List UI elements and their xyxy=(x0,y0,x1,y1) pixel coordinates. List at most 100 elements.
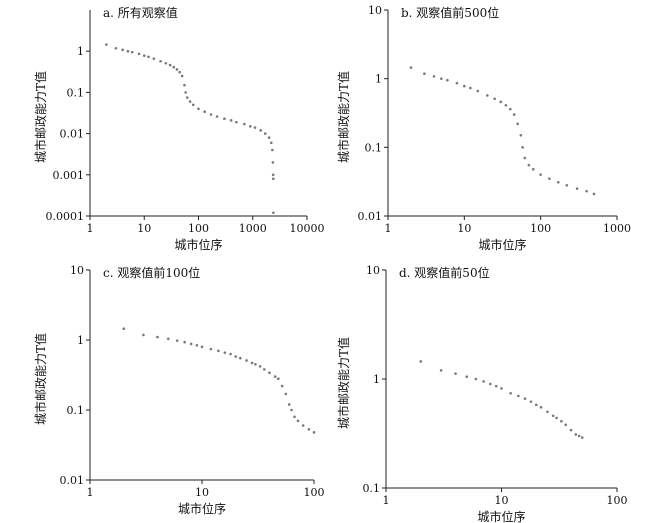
data-point xyxy=(263,132,267,135)
data-point xyxy=(592,192,596,196)
data-point xyxy=(223,117,226,120)
data-point xyxy=(114,46,118,50)
data-point xyxy=(560,419,563,423)
data-point xyxy=(446,78,449,82)
data-series xyxy=(122,327,316,434)
data-point xyxy=(312,431,316,434)
y-tick-label: 0.01 xyxy=(60,474,85,487)
data-point xyxy=(268,371,271,375)
x-axis-title: 城市位序 xyxy=(174,237,222,252)
data-point xyxy=(419,360,423,363)
data-point xyxy=(229,119,233,122)
data-point xyxy=(556,180,560,184)
data-point xyxy=(152,57,156,60)
data-point xyxy=(574,433,578,436)
y-tick-label: 0.0001 xyxy=(46,210,85,223)
data-point xyxy=(539,173,542,176)
data-point xyxy=(534,403,538,407)
data-point xyxy=(527,163,531,167)
data-point xyxy=(168,63,172,67)
data-point xyxy=(267,136,271,139)
data-point xyxy=(296,419,300,423)
data-point xyxy=(184,91,187,94)
data-point xyxy=(548,177,551,180)
data-point xyxy=(516,122,519,126)
data-point xyxy=(486,94,489,97)
data-point xyxy=(476,89,480,93)
x-axis-title: 城市位序 xyxy=(178,501,226,516)
data-point xyxy=(195,344,199,347)
data-point xyxy=(183,340,186,344)
panel-title: a. 所有观察值 xyxy=(103,5,178,20)
data-point xyxy=(122,327,126,331)
y-tick-label: 1 xyxy=(77,334,84,347)
y-tick-label: 10 xyxy=(366,264,380,277)
y-tick-label: 1 xyxy=(77,45,84,58)
data-point xyxy=(130,50,134,54)
data-point xyxy=(523,397,527,400)
data-point xyxy=(188,100,192,103)
y-tick-label: 0.01 xyxy=(60,128,85,141)
data-point xyxy=(178,70,181,74)
y-tick-label: 0.1 xyxy=(363,482,381,495)
y-tick-label: 1 xyxy=(375,73,382,86)
y-tick-label: 0.1 xyxy=(365,141,383,154)
data-point xyxy=(551,414,555,418)
panel-title: c. 观察值前100位 xyxy=(103,265,200,280)
data-point xyxy=(209,347,213,351)
data-point xyxy=(585,189,588,193)
data-series xyxy=(105,43,275,215)
x-tick-label: 10000 xyxy=(290,222,325,235)
data-point xyxy=(489,382,492,386)
data-point xyxy=(142,54,146,57)
data-point xyxy=(440,77,443,80)
data-point xyxy=(235,120,238,124)
x-tick-label: 1 xyxy=(383,494,390,507)
data-point xyxy=(121,48,124,52)
data-point xyxy=(276,377,280,380)
data-point xyxy=(508,107,512,111)
data-point xyxy=(463,84,466,88)
data-point xyxy=(189,342,193,346)
data-point xyxy=(183,83,186,87)
data-point xyxy=(271,161,275,164)
data-point xyxy=(159,59,162,63)
x-tick-label: 10 xyxy=(495,494,509,507)
data-point xyxy=(565,183,569,187)
data-point xyxy=(493,97,497,101)
data-point xyxy=(175,68,179,71)
data-point xyxy=(512,113,516,116)
x-tick-label: 10 xyxy=(457,222,471,235)
y-axis-title: 城市邮政能力T值 xyxy=(336,337,351,429)
data-point xyxy=(245,359,248,362)
data-series xyxy=(409,66,596,196)
x-tick-label: 1 xyxy=(385,222,392,235)
y-tick-label: 0.1 xyxy=(67,86,85,99)
y-tick-label: 10 xyxy=(368,4,382,17)
data-point xyxy=(569,428,573,432)
x-tick-label: 100 xyxy=(607,494,628,507)
panel-title: d. 观察值前50位 xyxy=(399,265,490,280)
data-point xyxy=(185,96,189,99)
data-point xyxy=(126,49,130,53)
data-point xyxy=(577,434,581,438)
data-point xyxy=(105,43,108,46)
x-tick-label: 1 xyxy=(87,486,94,499)
data-point xyxy=(271,177,275,181)
data-point xyxy=(239,356,242,360)
data-point xyxy=(200,345,204,349)
y-axis-title: 城市邮政能力T值 xyxy=(33,333,48,425)
data-point xyxy=(500,387,503,390)
data-point xyxy=(439,369,443,372)
data-point xyxy=(423,72,426,76)
data-point xyxy=(271,173,275,177)
data-point xyxy=(555,416,558,420)
data-point xyxy=(271,148,274,152)
data-point xyxy=(465,375,469,378)
data-point xyxy=(166,337,170,341)
data-point xyxy=(301,424,305,427)
data-point xyxy=(180,74,184,78)
data-point xyxy=(432,75,436,78)
data-point xyxy=(234,355,238,358)
